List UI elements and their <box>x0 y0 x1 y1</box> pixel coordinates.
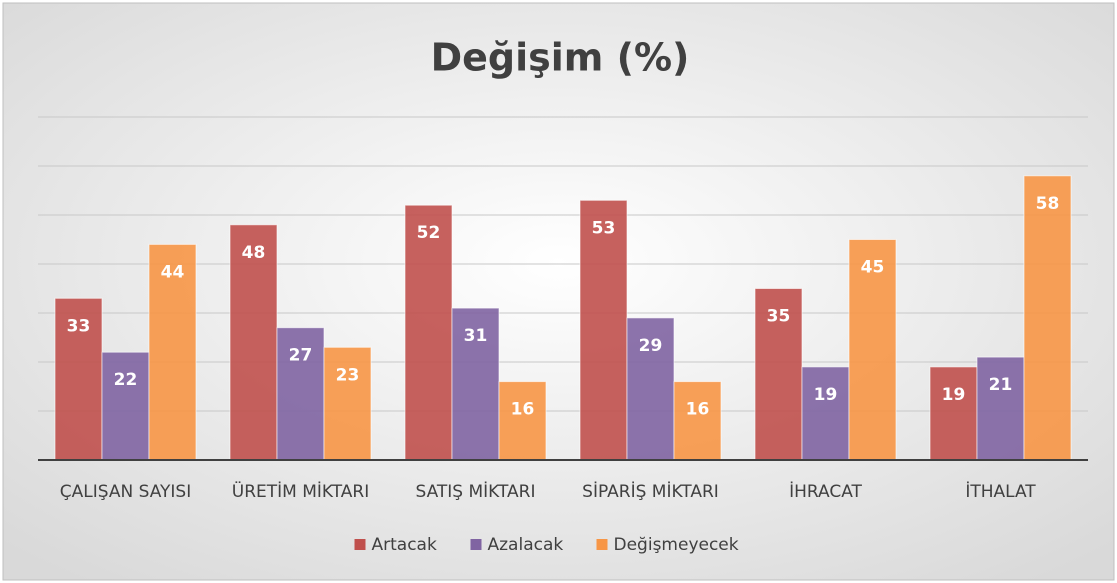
chart-title: Değişim (%) <box>431 36 690 80</box>
bar <box>148 243 197 461</box>
x-tick-label: İHRACAT <box>789 481 862 502</box>
legend-label: Artacak <box>372 535 437 555</box>
value-label: 52 <box>417 223 441 243</box>
value-label: 19 <box>814 385 838 405</box>
value-label: 35 <box>767 307 791 327</box>
bar <box>626 317 675 461</box>
bar <box>404 204 453 461</box>
x-tick-label: SİPARİŞ MİKTARI <box>582 481 719 502</box>
value-label: 58 <box>1036 194 1060 214</box>
legend-swatch <box>354 539 366 550</box>
x-tick-label: İTHALAT <box>965 481 1036 502</box>
legend-swatch <box>470 539 482 550</box>
bar <box>451 307 500 461</box>
value-label: 31 <box>464 326 488 346</box>
bar <box>1023 175 1072 461</box>
bar <box>101 351 150 461</box>
bar <box>801 366 850 461</box>
bar <box>579 199 628 461</box>
value-label: 44 <box>161 262 185 282</box>
x-tick-label: ÇALIŞAN SAYISI <box>60 482 191 502</box>
value-label: 21 <box>989 375 1013 395</box>
value-label: 16 <box>686 400 710 420</box>
value-label: 45 <box>861 258 885 278</box>
value-label: 22 <box>114 370 138 390</box>
bar <box>323 346 372 461</box>
legend-label: Değişmeyecek <box>614 535 739 555</box>
x-tick-label: SATIŞ MİKTARI <box>415 481 535 502</box>
bar <box>498 381 547 461</box>
bar <box>54 297 103 461</box>
value-label: 33 <box>67 316 91 336</box>
value-label: 16 <box>511 400 535 420</box>
value-label: 48 <box>242 243 266 263</box>
value-label: 53 <box>592 218 616 238</box>
bar <box>754 288 803 461</box>
x-tick-label: ÜRETİM MİKTARI <box>232 480 370 502</box>
value-label: 19 <box>942 385 966 405</box>
bar <box>929 366 978 461</box>
bar <box>673 381 722 461</box>
bar <box>976 356 1025 461</box>
value-label: 23 <box>336 365 360 385</box>
legend-swatch <box>596 539 608 550</box>
legend-label: Azalacak <box>488 535 564 555</box>
value-label: 29 <box>639 336 663 356</box>
value-label: 27 <box>289 346 313 366</box>
